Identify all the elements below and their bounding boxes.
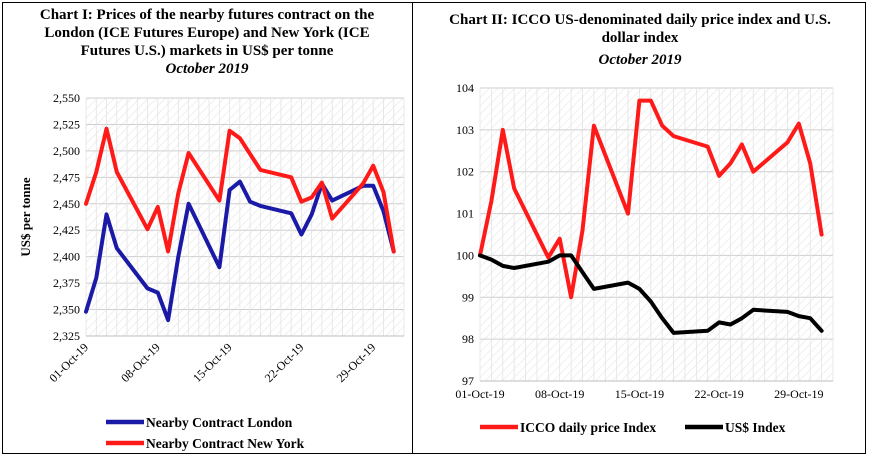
chart1-y-tick-label: 2,525	[53, 117, 80, 131]
chart2-y-tick-label: 97	[462, 374, 474, 388]
chart2-y-tick-label: 100	[456, 248, 474, 262]
chart2-subtitle: October 2019	[598, 52, 682, 68]
chart2-legend-label-2: US$ Index	[725, 420, 786, 435]
chart1-y-tick-label: 2,400	[53, 250, 80, 264]
chart1-title-line: Futures U.S.) markets in US$ per tonne	[80, 43, 334, 59]
chart1-x-tick-label: 29-Oct-19	[334, 340, 379, 385]
chart1-subtitle: October 2019	[165, 61, 249, 77]
chart1-x-tick-label: 22-Oct-19	[262, 340, 307, 385]
chart2-x-tick-label: 08-Oct-19	[535, 387, 584, 401]
chart1-y-tick-label: 2,550	[53, 91, 80, 105]
chart1-y-tick-label: 2,375	[53, 276, 80, 290]
chart2-legend-label-1: ICCO daily price Index	[520, 420, 656, 435]
chart1-y-tick-label: 2,325	[53, 329, 80, 343]
chart2-y-tick-label: 98	[462, 332, 474, 346]
chart2-x-tick-label: 01-Oct-19	[455, 387, 504, 401]
chart2-y-tick-label: 103	[456, 123, 474, 137]
chart1-x-tick-label: 01-Oct-19	[46, 340, 91, 385]
chart1-y-tick-label: 2,500	[53, 144, 80, 158]
chart2-title-line: dollar index	[601, 30, 679, 46]
panel-divider	[412, 2, 413, 454]
chart2-title: Chart II: ICCO US-denominated daily pric…	[416, 11, 864, 69]
chart1-title: Chart I: Prices of the nearby futures co…	[4, 6, 410, 78]
chart1-title-line: London (ICE Futures Europe) and New York…	[44, 25, 370, 41]
chart2-y-tick-label: 104	[456, 81, 474, 95]
chart2-y-tick-label: 99	[462, 290, 474, 304]
chart1-x-tick-label: 08-Oct-19	[118, 340, 163, 385]
chart2-y-tick-label: 101	[456, 207, 474, 221]
chart1-y-tick-label: 2,450	[53, 197, 80, 211]
chart2-x-tick-label: 22-Oct-19	[694, 387, 743, 401]
chart2-x-tick-label: 29-Oct-19	[774, 387, 823, 401]
chart1-x-tick-label: 15-Oct-19	[190, 340, 235, 385]
chart2-plot-area	[480, 88, 833, 381]
chart1-y-tick-label: 2,475	[53, 170, 80, 184]
chart2-y-tick-label: 102	[456, 165, 474, 179]
chart1-y-tick-label: 2,425	[53, 223, 80, 237]
chart1-legend-label-2: Nearby Contract New York	[146, 436, 305, 451]
chart2-title-line: Chart II: ICCO US-denominated daily pric…	[449, 12, 831, 28]
chart1-legend-label-1: Nearby Contract London	[146, 415, 293, 430]
chart1-plot-area	[86, 98, 404, 336]
chart1-y-axis-label: US$ per tonne	[18, 177, 33, 256]
chart2-x-tick-label: 15-Oct-19	[615, 387, 664, 401]
chart1-y-tick-label: 2,350	[53, 303, 80, 317]
chart1-title-line: Chart I: Prices of the nearby futures co…	[39, 7, 375, 23]
